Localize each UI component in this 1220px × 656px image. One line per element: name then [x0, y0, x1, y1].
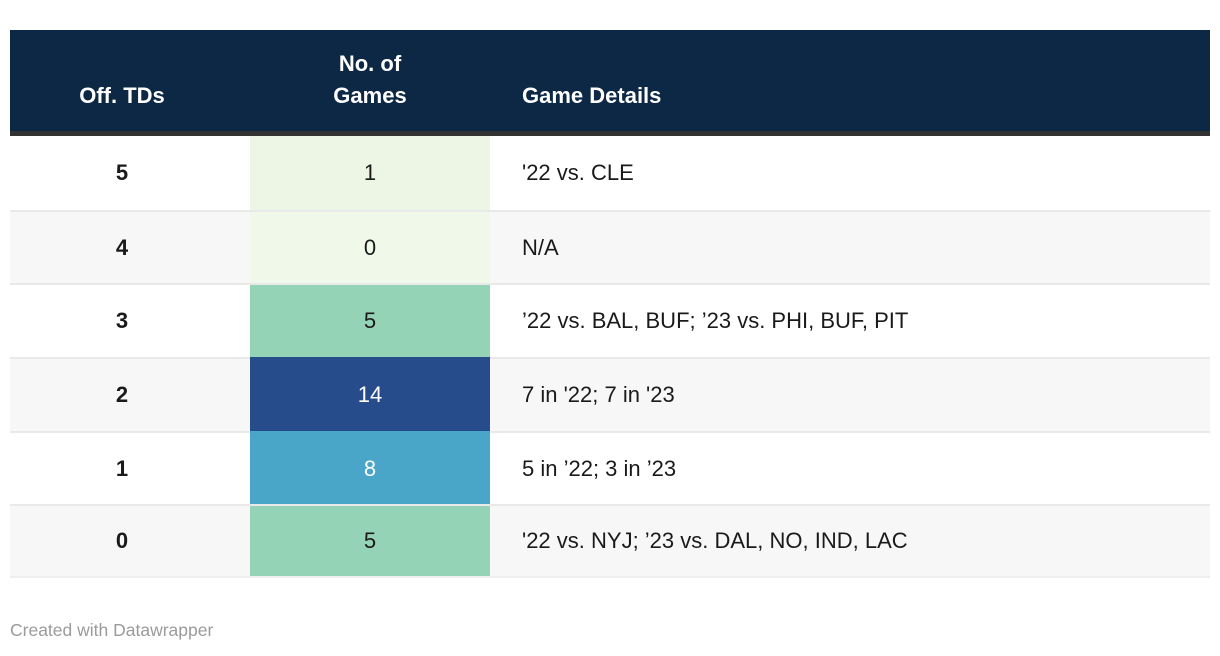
header-no-of-games: No. of Games	[333, 51, 407, 109]
game-details-value: 7 in '22; 7 in '23	[490, 357, 1210, 431]
table-header-row: Off. TDs No. of Games Game Details	[10, 30, 1210, 136]
game-details-value: '22 vs. NYJ; ’23 vs. DAL, NO, IND, LAC	[490, 504, 1210, 576]
table: Off. TDs No. of Games Game Details 5 1 '…	[10, 30, 1210, 579]
off-tds-value: 3	[10, 283, 250, 357]
games-count-cell: 0	[250, 209, 490, 284]
table-row: 0 5 '22 vs. NYJ; ’23 vs. DAL, NO, IND, L…	[10, 504, 1210, 579]
off-tds-value: 0	[10, 504, 250, 576]
off-tds-value: 5	[115, 159, 129, 185]
game-details-value: N/A	[490, 209, 1210, 284]
table-row: 4 0 N/A	[10, 209, 1210, 284]
off-tds-value: 1	[10, 430, 250, 505]
game-details-value: ’22 vs. BAL, BUF; ’23 vs. PHI, BUF, PIT	[490, 283, 1210, 357]
table-row: 5 1 '22 vs. CLE	[10, 136, 1210, 210]
off-tds-value: 4	[10, 209, 250, 284]
game-details-value: '22 vs. CLE	[522, 159, 634, 185]
games-count-cell: 8	[250, 430, 490, 505]
header-game-details: Game Details	[522, 83, 662, 109]
games-count-cell: 1	[250, 136, 490, 210]
header-off-tds: Off. TDs	[79, 83, 165, 109]
table-body: 5 1 '22 vs. CLE 4 0 N/A 3 5 ’22 vs. BAL,…	[10, 136, 1210, 579]
game-details-value: 5 in ’22; 3 in ’23	[490, 430, 1210, 505]
table-row: 3 5 ’22 vs. BAL, BUF; ’23 vs. PHI, BUF, …	[10, 283, 1210, 358]
games-count-cell: 14	[250, 357, 490, 431]
games-count-cell: 5	[250, 504, 490, 577]
table-row: 1 8 5 in ’22; 3 in ’23	[10, 430, 1210, 505]
table-row: 2 14 7 in '22; 7 in '23	[10, 357, 1210, 431]
datawrapper-credit: Created with Datawrapper	[10, 620, 214, 641]
games-count-cell: 5	[250, 283, 490, 358]
off-tds-value: 2	[10, 357, 250, 431]
